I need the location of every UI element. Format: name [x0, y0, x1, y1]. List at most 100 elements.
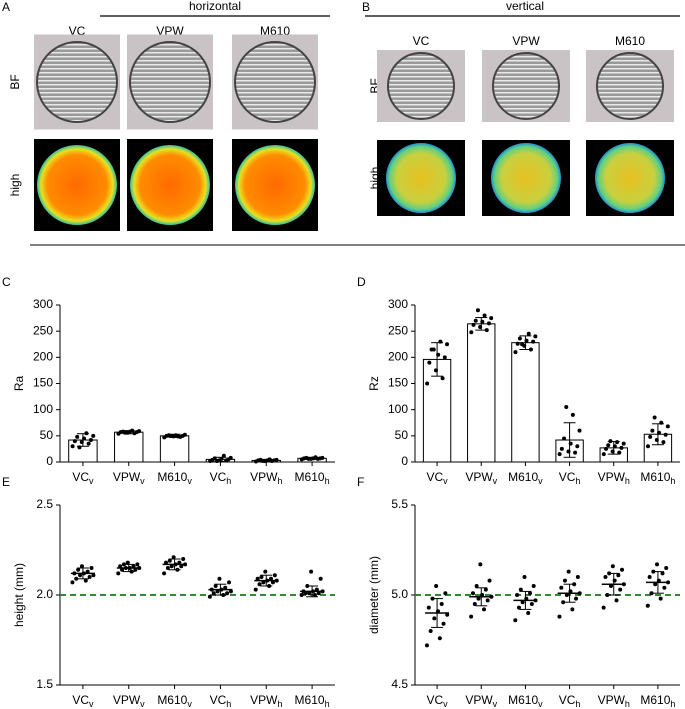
category-subscript: h: [325, 699, 330, 709]
data-point: [163, 560, 168, 565]
x-tick-label: VCv: [426, 470, 448, 486]
data-point: [217, 576, 222, 581]
data-point: [424, 643, 429, 648]
data-point: [431, 347, 436, 352]
data-point: [116, 571, 121, 576]
data-point: [618, 587, 623, 592]
category-subscript: v: [538, 699, 543, 709]
data-point: [82, 436, 87, 441]
data-point: [215, 589, 220, 594]
x-tick-label: VPWv: [113, 693, 145, 709]
data-point: [652, 415, 657, 420]
category-subscript: v: [89, 476, 94, 486]
specimen-heat: [130, 145, 210, 225]
data-point: [559, 585, 564, 590]
data-point: [257, 582, 262, 587]
data-point: [432, 616, 437, 621]
category-subscript: h: [325, 476, 330, 486]
category-name: VC: [426, 470, 443, 484]
y-tick-label: 300: [33, 297, 53, 311]
data-point: [476, 596, 481, 601]
bar: [467, 323, 496, 463]
category-subscript: h: [226, 476, 231, 486]
data-point: [118, 564, 123, 569]
specimen: [596, 52, 664, 120]
data-point: [661, 440, 666, 445]
data-point: [272, 573, 277, 578]
data-point: [306, 456, 311, 461]
data-point: [470, 591, 475, 596]
panel-letter: B: [362, 0, 370, 14]
data-point: [169, 564, 174, 569]
data-point: [606, 443, 611, 448]
data-point: [605, 593, 610, 597]
data-point: [89, 566, 94, 570]
data-point: [472, 602, 477, 606]
data-point: [260, 458, 265, 463]
data-point: [169, 433, 174, 438]
data-point: [562, 436, 567, 441]
x-tick-label: M610v: [157, 693, 192, 709]
y-tick-label: 5.5: [391, 497, 408, 511]
category-subscript: h: [670, 699, 675, 709]
category-name: VC: [426, 693, 443, 707]
x-tick-label: M610v: [157, 470, 192, 486]
category-subscript: h: [226, 699, 231, 709]
y-tick-label: 150: [33, 376, 53, 390]
x-tick-label: M610v: [508, 470, 543, 486]
data-point: [130, 428, 135, 433]
data-point: [617, 450, 622, 455]
data-point: [526, 331, 531, 336]
y-tick-label: 100: [33, 402, 53, 416]
data-point: [564, 405, 569, 410]
data-point: [568, 441, 573, 446]
y-axis-label: height (mm): [12, 563, 26, 627]
data-point: [137, 429, 142, 434]
data-point: [608, 584, 613, 588]
data-point: [614, 598, 619, 603]
data-point: [478, 562, 483, 567]
data-point: [75, 434, 80, 439]
specimen-heat: [491, 143, 561, 213]
y-tick-label: 5.0: [391, 587, 408, 601]
data-point: [263, 569, 268, 574]
category-subscript: h: [625, 699, 630, 709]
x-tick-label: VPWh: [598, 470, 630, 486]
data-point: [261, 580, 266, 585]
data-point: [227, 580, 232, 585]
data-point: [259, 575, 264, 579]
data-point: [79, 440, 84, 445]
data-point: [557, 614, 562, 619]
data-point: [312, 593, 317, 597]
category-name: M610: [295, 693, 325, 707]
data-point: [531, 339, 536, 344]
category-subscript: v: [443, 476, 448, 486]
data-point: [83, 578, 88, 583]
y-tick-label: 50: [40, 428, 54, 442]
data-point: [603, 575, 608, 579]
data-point: [86, 441, 91, 446]
data-point: [524, 338, 529, 343]
data-point: [436, 352, 441, 357]
data-point: [469, 614, 474, 619]
data-point: [77, 445, 82, 450]
data-point: [70, 444, 75, 449]
data-point: [650, 428, 655, 433]
y-tick-label: 150: [388, 376, 408, 390]
data-point: [91, 433, 96, 438]
data-point: [70, 580, 75, 585]
data-point: [513, 618, 518, 623]
category-name: VPW: [465, 693, 493, 707]
category-subscript: v: [187, 699, 192, 709]
data-point: [255, 576, 260, 581]
data-point: [513, 350, 518, 355]
row-label: high: [8, 174, 22, 197]
x-tick-label: M610h: [640, 693, 675, 709]
data-point: [181, 557, 186, 561]
data-point: [662, 585, 667, 590]
specimen: [234, 41, 316, 123]
data-point: [647, 575, 652, 579]
x-tick-label: VCh: [210, 470, 232, 486]
data-point: [619, 445, 624, 450]
data-point: [659, 420, 664, 425]
